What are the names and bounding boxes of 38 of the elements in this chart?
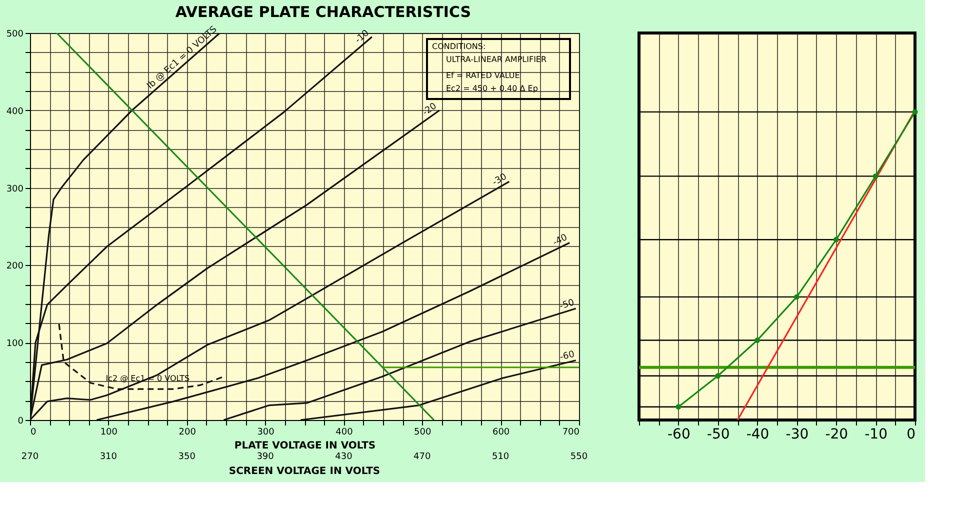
x2-tick-label: 270: [21, 452, 39, 462]
x-tick-label: 700: [562, 428, 580, 438]
x2-tick-label: 510: [492, 452, 510, 462]
chart-title: AVERAGE PLATE CHARACTERISTICS: [175, 3, 472, 22]
x2-tick-label: 470: [414, 452, 431, 462]
x-tick-label: 200: [178, 428, 196, 438]
text: -50: [558, 298, 576, 312]
x-tick-label: -20: [825, 426, 848, 442]
x-tick-label: -30: [786, 426, 809, 442]
x-tick-label: 0: [906, 426, 916, 442]
x-tick-label: 500: [414, 428, 432, 438]
text: -60: [558, 350, 576, 363]
x2-tick-label: 350: [178, 452, 196, 462]
x-tick-label: -50: [706, 426, 730, 442]
x-tick-label: -10: [864, 426, 888, 442]
text: -10: [354, 28, 372, 46]
y-tick-label: 300: [6, 184, 24, 194]
text: -40: [552, 232, 570, 248]
y-tick-label: 400: [6, 106, 24, 117]
x2-tick-label: 390: [256, 452, 274, 462]
x-tick-label: 400: [336, 428, 354, 438]
x-tick-label: 0: [30, 428, 36, 438]
x-tick-label: 100: [100, 428, 118, 438]
x-tick-label: -40: [746, 426, 770, 442]
y-tick-label: 0: [18, 416, 24, 426]
x-tick-label: 300: [257, 428, 275, 438]
x2-tick-label: 550: [570, 452, 588, 462]
y-tick-label: 100: [6, 339, 24, 350]
x2-tick-label: 310: [100, 452, 118, 462]
text: -20: [421, 101, 440, 118]
x2-tick-label: 430: [335, 452, 353, 462]
x2-axis-title: SCREEN VOLTAGE IN VOLTS: [228, 466, 380, 477]
x-axis-title: PLATE VOLTAGE IN VOLTS: [234, 440, 376, 452]
x-tick-label: 600: [492, 428, 510, 438]
x-tick-label: -60: [667, 426, 690, 442]
y-tick-label: 500: [6, 30, 24, 40]
text: -30: [490, 172, 509, 188]
y-tick-label: 200: [6, 262, 24, 272]
